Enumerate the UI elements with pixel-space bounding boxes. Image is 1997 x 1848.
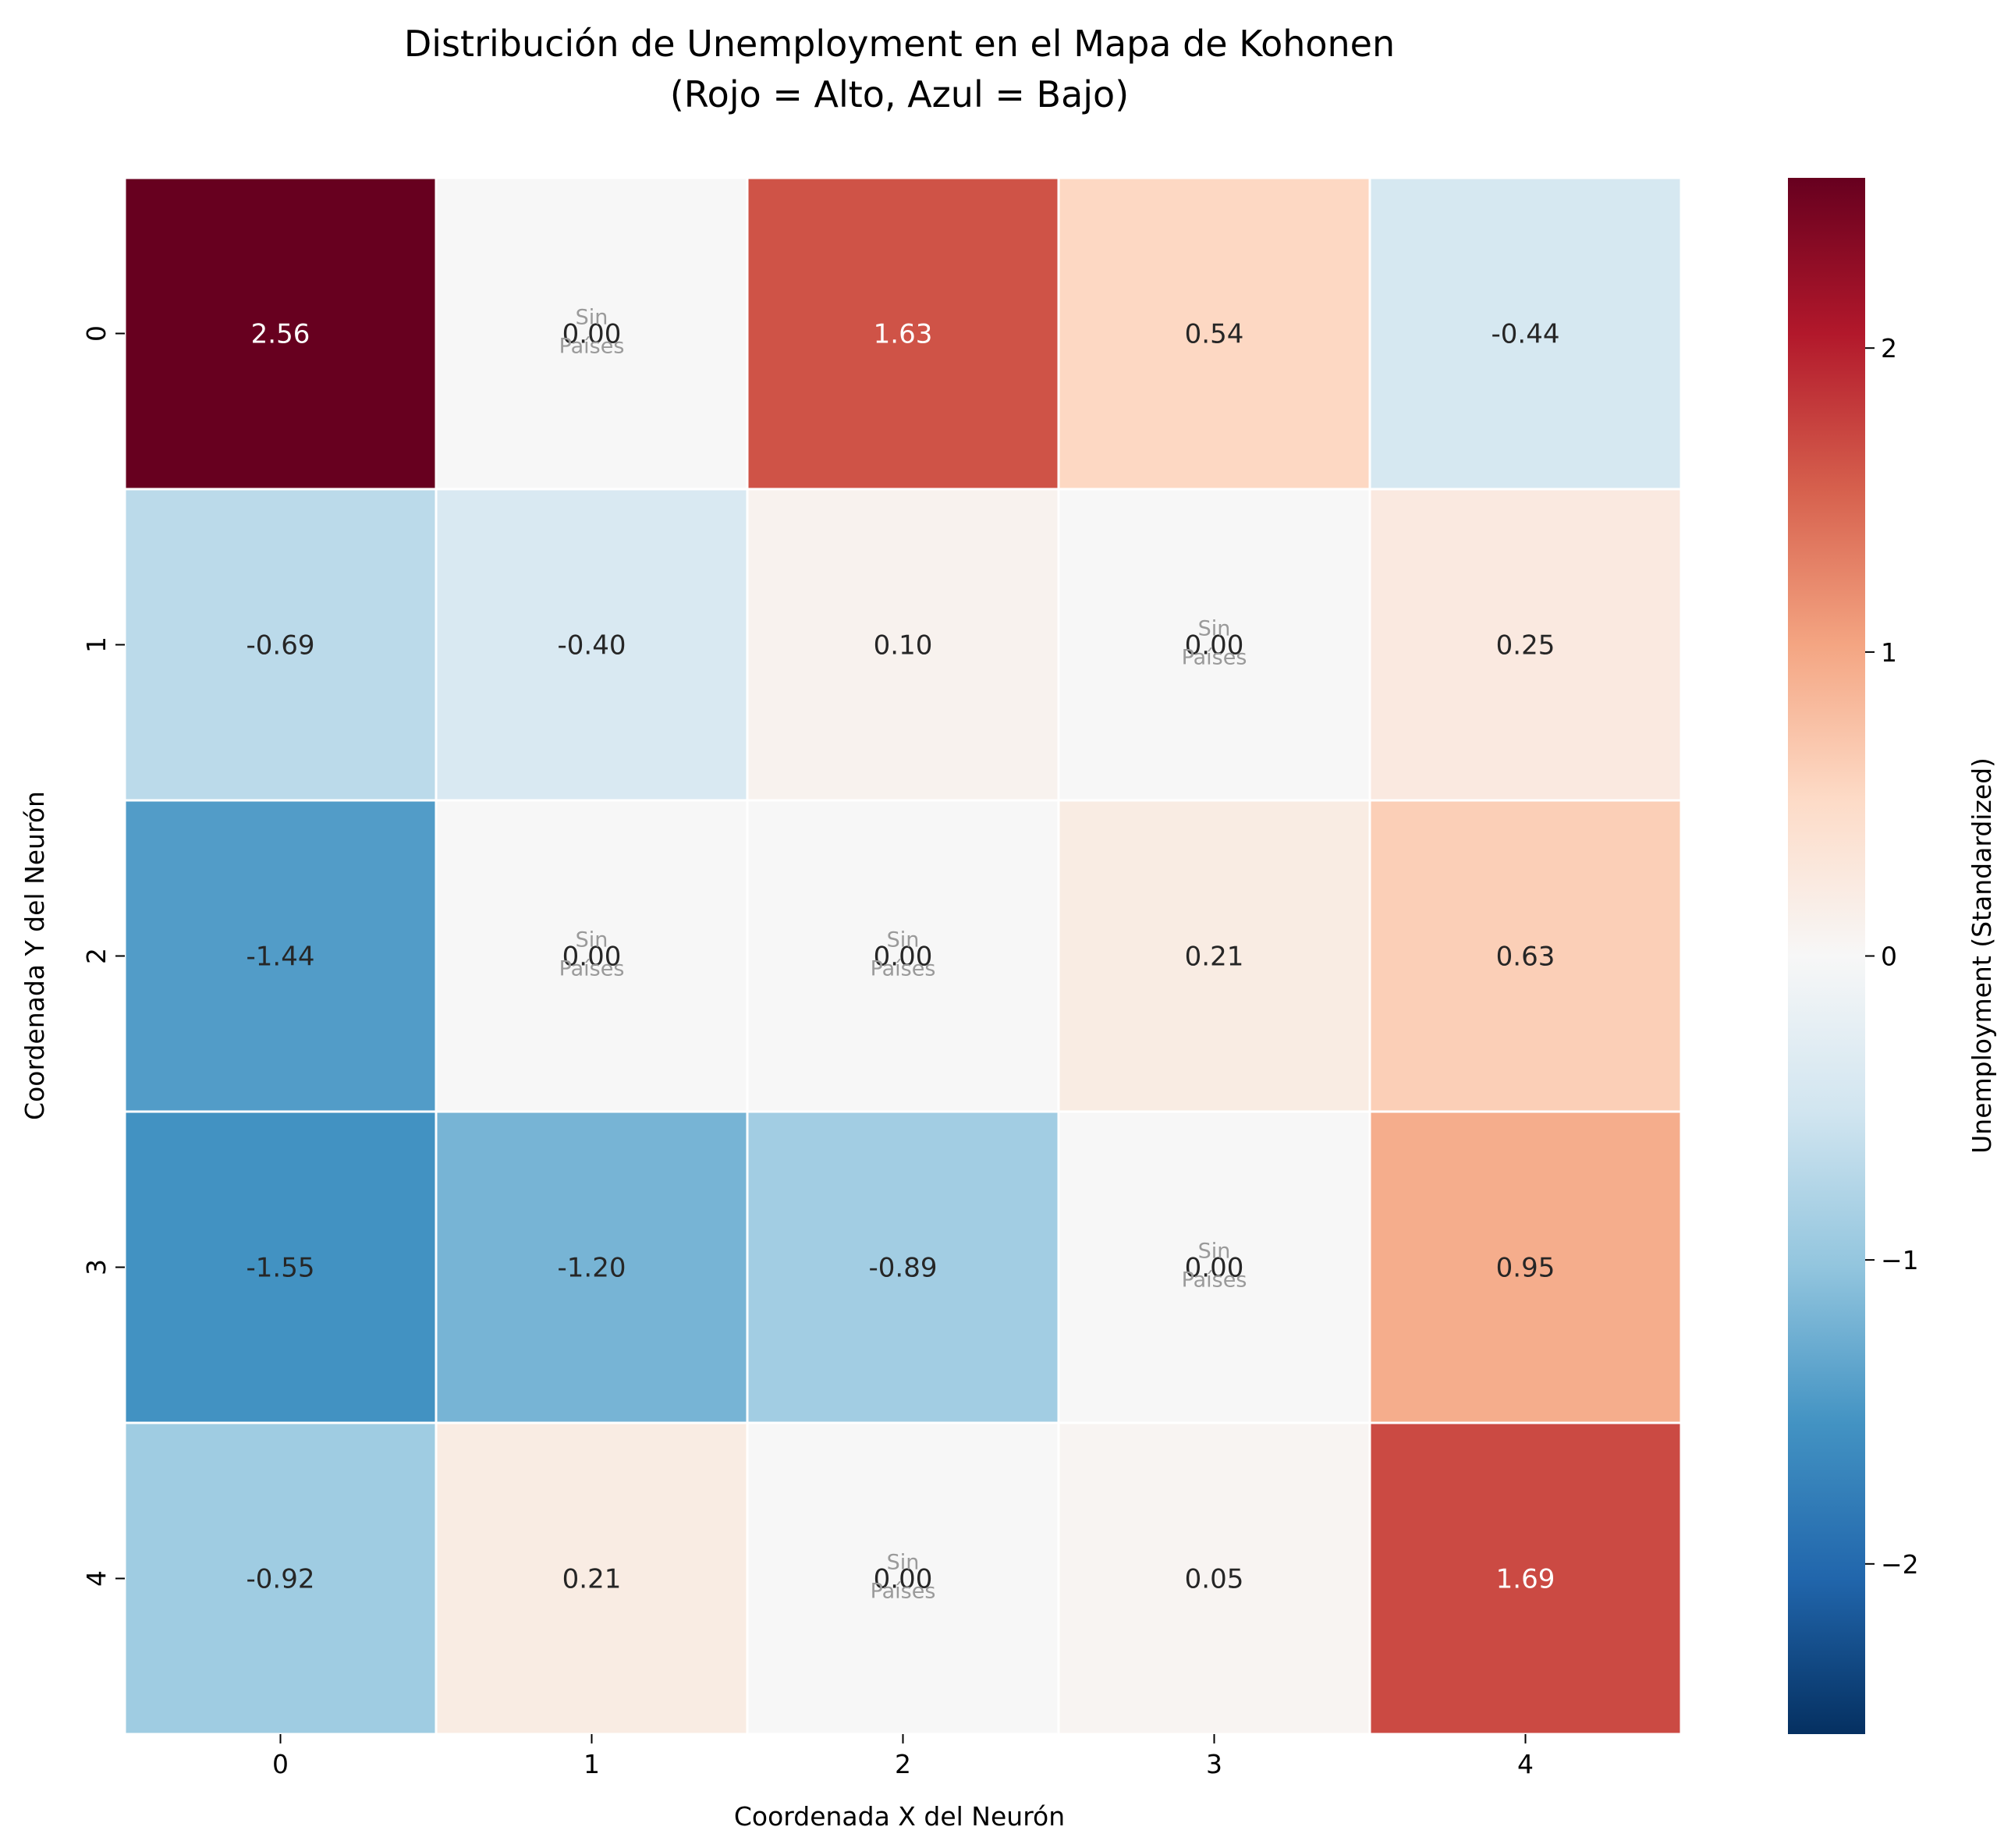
empty-neuron-label-line2: Países — [1182, 646, 1247, 670]
heatmap-cell-4-0 — [123, 1421, 438, 1736]
colorbar-tick-label: −2 — [1881, 1549, 1919, 1580]
x-tick-label: 0 — [272, 1749, 289, 1779]
colorbar-label: Unemployment (Standardized) — [1967, 757, 1997, 1154]
cell-value-label: 0.21 — [1185, 942, 1244, 973]
colorbar-tick-label: 2 — [1881, 333, 1897, 364]
heatmap-cell-1-0 — [123, 488, 438, 802]
x-tick-label: 2 — [895, 1749, 911, 1779]
heatmap-cell-2-1 — [435, 799, 749, 1113]
heatmap-cells — [123, 176, 1683, 1736]
cell-value-label: 0.00 — [874, 942, 933, 973]
colorbar — [1788, 178, 1865, 1734]
y-tick-label: 1 — [81, 637, 112, 653]
cell-value-label: 0.00 — [874, 1564, 933, 1595]
colorbar-tick-label: 1 — [1881, 637, 1897, 668]
y-tick-label: 2 — [81, 948, 112, 964]
heatmap-cell-0-0 — [123, 176, 438, 491]
heatmap-cell-4-2 — [746, 1421, 1060, 1736]
heatmap-cell-3-3 — [1057, 1110, 1371, 1424]
y-axis-label: Coordenada Y del Neurón — [20, 791, 50, 1120]
heatmap-cell-3-4 — [1368, 1110, 1683, 1424]
x-axis-label: Coordenada X del Neurón — [734, 1801, 1065, 1832]
heatmap-cell-2-4 — [1368, 799, 1683, 1113]
heatmap-cell-2-2 — [746, 799, 1060, 1113]
empty-neuron-label-line2: Países — [1182, 1268, 1247, 1293]
heatmap-cell-2-3 — [1057, 799, 1371, 1113]
x-tick-label: 3 — [1206, 1749, 1222, 1779]
empty-neuron-label-line2: Países — [559, 335, 625, 359]
colorbar-ticks: 2 1 0 −1 −2 — [1865, 333, 1919, 1580]
empty-neuron-label-line1: Sin — [1198, 617, 1231, 641]
heatmap-cell-4-4 — [1368, 1421, 1683, 1736]
cell-value-label: 2.56 — [251, 319, 310, 350]
heatmap-cell-0-1 — [435, 176, 749, 491]
cell-value-label: 0.10 — [874, 630, 933, 662]
heatmap-cell-1-4 — [1368, 488, 1683, 802]
heatmap-cell-1-2 — [746, 488, 1060, 802]
x-axis: 0 1 2 3 4 — [272, 1734, 1534, 1779]
cell-value-label: -1.20 — [558, 1253, 626, 1284]
y-tick-label: 3 — [81, 1259, 112, 1275]
cell-value-label: 0.00 — [562, 942, 622, 973]
cell-value-label: -0.44 — [1492, 319, 1560, 350]
chart-subtitle: (Rojo = Alto, Azul = Bajo) — [670, 73, 1129, 115]
cell-value-label: -1.44 — [247, 942, 315, 973]
empty-neuron-label-line2: Países — [871, 957, 936, 981]
empty-neuron-label-line2: Países — [871, 1580, 936, 1604]
empty-neuron-label-line1: Sin — [887, 928, 920, 952]
cell-value-label: 1.63 — [874, 319, 933, 350]
cell-value-label: -1.55 — [247, 1253, 315, 1284]
colorbar-tick-label: 0 — [1881, 942, 1897, 972]
heatmap-cell-3-1 — [435, 1110, 749, 1424]
heatmap-cell-3-2 — [746, 1110, 1060, 1424]
x-tick-label: 1 — [583, 1749, 600, 1779]
cell-value-label: -0.69 — [247, 630, 315, 662]
cell-value-label: -0.40 — [558, 630, 626, 662]
chart-title: Distribución de Unemployment en el Mapa … — [404, 23, 1395, 65]
heatmap-cell-0-3 — [1057, 176, 1371, 491]
cell-value-label: 0.21 — [562, 1564, 622, 1595]
colorbar-tick-label: −1 — [1881, 1245, 1919, 1275]
empty-neuron-label-line1: Sin — [576, 306, 608, 330]
empty-neuron-label-line1: Sin — [887, 1551, 920, 1575]
cell-value-label: 0.00 — [1185, 630, 1244, 662]
heatmap-cell-0-2 — [746, 176, 1060, 491]
heatmap-cell-4-1 — [435, 1421, 749, 1736]
y-tick-label: 0 — [81, 325, 112, 342]
cell-value-label: 0.95 — [1496, 1253, 1555, 1284]
cell-value-label: 0.54 — [1185, 319, 1244, 350]
cell-value-label: -0.92 — [247, 1564, 315, 1595]
cell-value-label: 0.00 — [1185, 1253, 1244, 1284]
empty-neuron-label-line2: Países — [559, 957, 625, 981]
x-tick-label: 4 — [1517, 1749, 1534, 1779]
y-axis: 0 1 2 3 4 — [81, 325, 125, 1587]
cell-value-label: 0.63 — [1496, 942, 1555, 973]
cell-value-label: -0.89 — [869, 1253, 938, 1284]
heatmap-cell-0-4 — [1368, 176, 1683, 491]
empty-neuron-label-line1: Sin — [1198, 1240, 1231, 1264]
cell-value-label: 0.05 — [1185, 1564, 1244, 1595]
cell-value-label: 1.69 — [1496, 1564, 1555, 1595]
cell-value-label: 0.00 — [562, 319, 622, 350]
empty-neuron-label-line1: Sin — [576, 928, 608, 952]
cell-value-label: 0.25 — [1496, 630, 1555, 662]
y-tick-label: 4 — [81, 1570, 112, 1587]
